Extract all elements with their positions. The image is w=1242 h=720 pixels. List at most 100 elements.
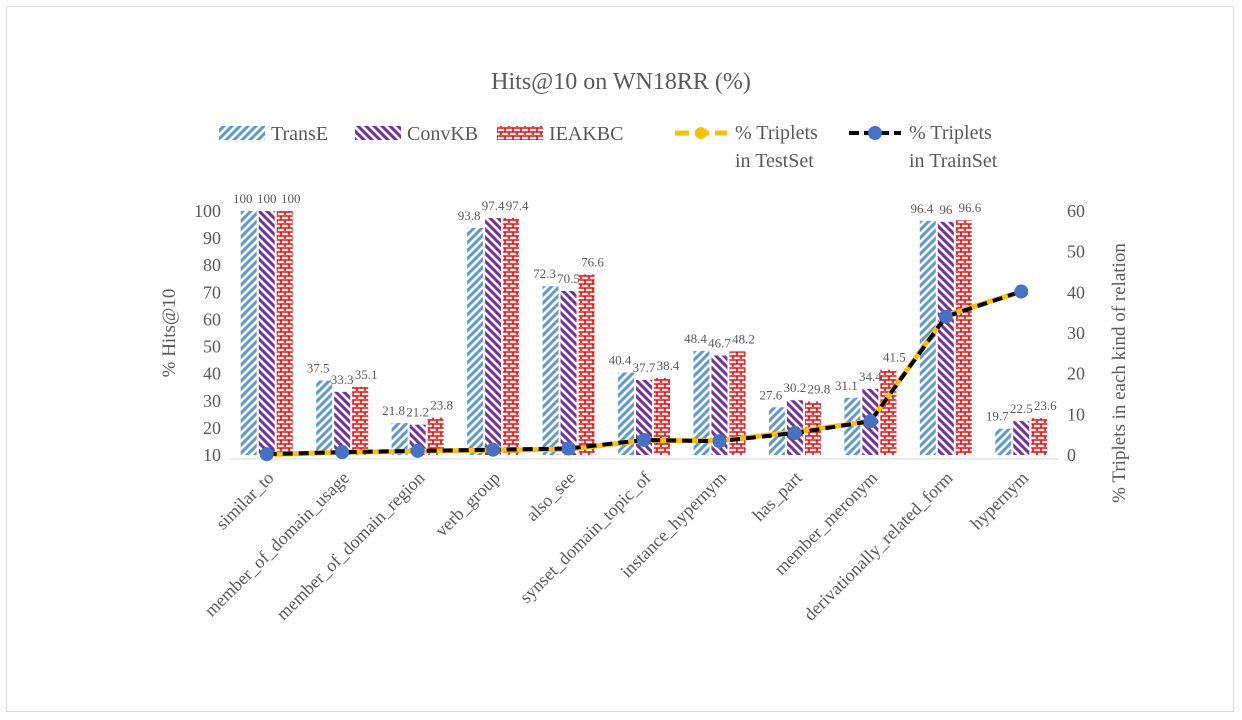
data-label-transe: 21.8 bbox=[382, 403, 405, 418]
data-label-transe: 27.6 bbox=[760, 387, 783, 402]
bar-ieakbc-member-meronym bbox=[880, 369, 897, 455]
bar-ieakbc-verb-group bbox=[503, 218, 520, 455]
y-tick-label: 60 bbox=[203, 309, 221, 329]
data-label-transe: 19.7 bbox=[986, 409, 1009, 424]
data-label-ieakbc: 35.1 bbox=[355, 367, 378, 382]
bar-transe-similar-to bbox=[240, 211, 257, 455]
data-label-ieakbc: 48.2 bbox=[732, 331, 755, 346]
category-label-similar-to: similar_to bbox=[212, 468, 278, 534]
bar-transe-member-of-domain-usage bbox=[316, 380, 333, 455]
y2-tick-label: 50 bbox=[1067, 242, 1085, 262]
data-label-transe: 72.3 bbox=[533, 266, 556, 281]
bar-ieakbc-synset-domain-topic-of bbox=[654, 378, 670, 455]
bar-transe-instance-hypernym bbox=[693, 350, 710, 455]
data-label-ieakbc: 100 bbox=[281, 191, 301, 206]
y-tick-label: 30 bbox=[203, 391, 221, 411]
category-label-synset-domain-topic-of: synset_domain_topic_of bbox=[516, 468, 655, 607]
legend-label-transe: TransE bbox=[271, 123, 328, 145]
data-label-convkb: 46.7 bbox=[708, 336, 731, 351]
data-label-ieakbc: 97.4 bbox=[506, 198, 529, 213]
category-label-member-of-domain-usage: member_of_domain_usage bbox=[200, 468, 353, 621]
bar-convkb-verb-group bbox=[485, 218, 502, 455]
bar-transe-has-part bbox=[768, 407, 785, 455]
y-tick-label: 10 bbox=[203, 445, 221, 465]
point-triplets-in-trainset bbox=[561, 441, 576, 456]
point-triplets-in-trainset bbox=[712, 434, 727, 449]
point-triplets-in-trainset bbox=[410, 443, 425, 458]
data-label-transe: 93.8 bbox=[458, 208, 481, 223]
bar-convkb-similar-to bbox=[258, 211, 275, 455]
data-label-transe: 48.4 bbox=[684, 331, 707, 346]
data-label-convkb: 22.5 bbox=[1010, 401, 1033, 416]
legend-swatch-ieakbc bbox=[497, 126, 543, 140]
bar-convkb-also-see bbox=[560, 290, 577, 455]
y2-tick-label: 10 bbox=[1067, 404, 1085, 424]
bar-transe-synset-domain-topic-of bbox=[618, 372, 634, 455]
y-tick-label: 70 bbox=[203, 282, 221, 302]
y-tick-label: 90 bbox=[203, 228, 221, 248]
y2-tick-label: 0 bbox=[1067, 445, 1076, 465]
y-tick-label: 80 bbox=[203, 255, 221, 275]
data-label-convkb: 34.4 bbox=[859, 369, 882, 384]
data-label-transe: 40.4 bbox=[609, 353, 632, 368]
category-label-verb-group: verb_group bbox=[431, 468, 504, 541]
bar-transe-member-of-domain-region bbox=[391, 423, 408, 455]
category-label-member-of-domain-region: member_of_domain_region bbox=[272, 468, 428, 624]
bar-ieakbc-also-see bbox=[578, 274, 595, 455]
legend-marker-triplets-in-trainset bbox=[868, 126, 882, 140]
point-triplets-in-trainset bbox=[259, 447, 274, 462]
data-label-ieakbc: 76.6 bbox=[581, 254, 604, 269]
y2-tick-label: 30 bbox=[1067, 323, 1085, 343]
legend-label-triplets-in-trainset: % Triplets bbox=[909, 122, 992, 144]
data-label-convkb: 30.2 bbox=[784, 380, 807, 395]
legend-label-ieakbc: IEAKBC bbox=[549, 123, 623, 145]
bar-convkb-instance-hypernym bbox=[711, 355, 728, 455]
data-label-transe: 31.1 bbox=[835, 378, 858, 393]
point-triplets-in-trainset bbox=[787, 426, 802, 441]
y-tick-label: 100 bbox=[194, 201, 221, 221]
legend: TransE ConvKB IEAKBC % Triplets in TestSet % … bbox=[219, 122, 998, 172]
bar-ieakbc-derivationally-related-form bbox=[955, 220, 972, 455]
data-label-transe: 96.4 bbox=[910, 201, 933, 216]
bar-transe-verb-group bbox=[467, 227, 484, 455]
bar-convkb-member-of-domain-usage bbox=[334, 391, 351, 455]
data-label-ieakbc: 41.5 bbox=[883, 350, 906, 365]
bar-ieakbc-hypernym bbox=[1031, 418, 1048, 455]
bar-transe-also-see bbox=[542, 286, 559, 455]
legend-label-triplets-in-testset: % Triplets bbox=[735, 122, 818, 144]
data-label-convkb: 100 bbox=[257, 191, 277, 206]
legend-label-convkb: ConvKB bbox=[407, 123, 478, 145]
chart-frame: Hits@10 on WN18RR (%) TransE ConvKB IEAKBC… bbox=[6, 6, 1234, 712]
bar-convkb-hypernym bbox=[1013, 421, 1030, 455]
point-triplets-in-trainset bbox=[637, 432, 651, 447]
category-label-has-part: has_part bbox=[748, 468, 805, 525]
bar-ieakbc-similar-to bbox=[276, 211, 293, 455]
y2-tick-label: 60 bbox=[1067, 201, 1085, 221]
data-label-ieakbc: 96.6 bbox=[958, 200, 981, 215]
category-label-derivationally-related-form: derivationally_related_form bbox=[800, 468, 957, 625]
bars bbox=[240, 211, 1048, 455]
y2-tick-label: 40 bbox=[1067, 282, 1085, 302]
category-label-also-see: also_see bbox=[522, 468, 579, 525]
bar-transe-hypernym bbox=[995, 428, 1012, 455]
legend-label-triplets-in-trainset: in TrainSet bbox=[909, 150, 998, 172]
data-label-convkb: 70.5 bbox=[557, 271, 580, 286]
bar-convkb-derivationally-related-form bbox=[937, 221, 954, 455]
chart-title: Hits@10 on WN18RR (%) bbox=[491, 69, 751, 95]
bar-transe-member-meronym bbox=[844, 397, 861, 455]
category-label-hypernym: hypernym bbox=[966, 468, 1032, 534]
y-tick-label: 40 bbox=[203, 364, 221, 384]
data-label-convkb: 96 bbox=[939, 202, 953, 217]
y-axis-title: % Hits@10 bbox=[159, 289, 180, 378]
point-triplets-in-trainset bbox=[938, 309, 953, 324]
point-triplets-in-trainset bbox=[335, 445, 350, 460]
y2-axis-title: % Triplets in each kind of relation bbox=[1109, 243, 1130, 503]
data-label-ieakbc: 23.8 bbox=[430, 398, 453, 413]
bar-ieakbc-member-of-domain-region bbox=[427, 417, 444, 455]
data-label-convkb: 33.3 bbox=[331, 372, 354, 387]
bar-ieakbc-instance-hypernym bbox=[729, 351, 746, 455]
chart-svg: Hits@10 on WN18RR (%) TransE ConvKB IEAKBC… bbox=[159, 69, 1130, 625]
data-label-ieakbc: 29.8 bbox=[808, 381, 831, 396]
legend-marker-triplets-in-testset bbox=[695, 127, 707, 139]
data-label-ieakbc: 38.4 bbox=[657, 358, 680, 373]
